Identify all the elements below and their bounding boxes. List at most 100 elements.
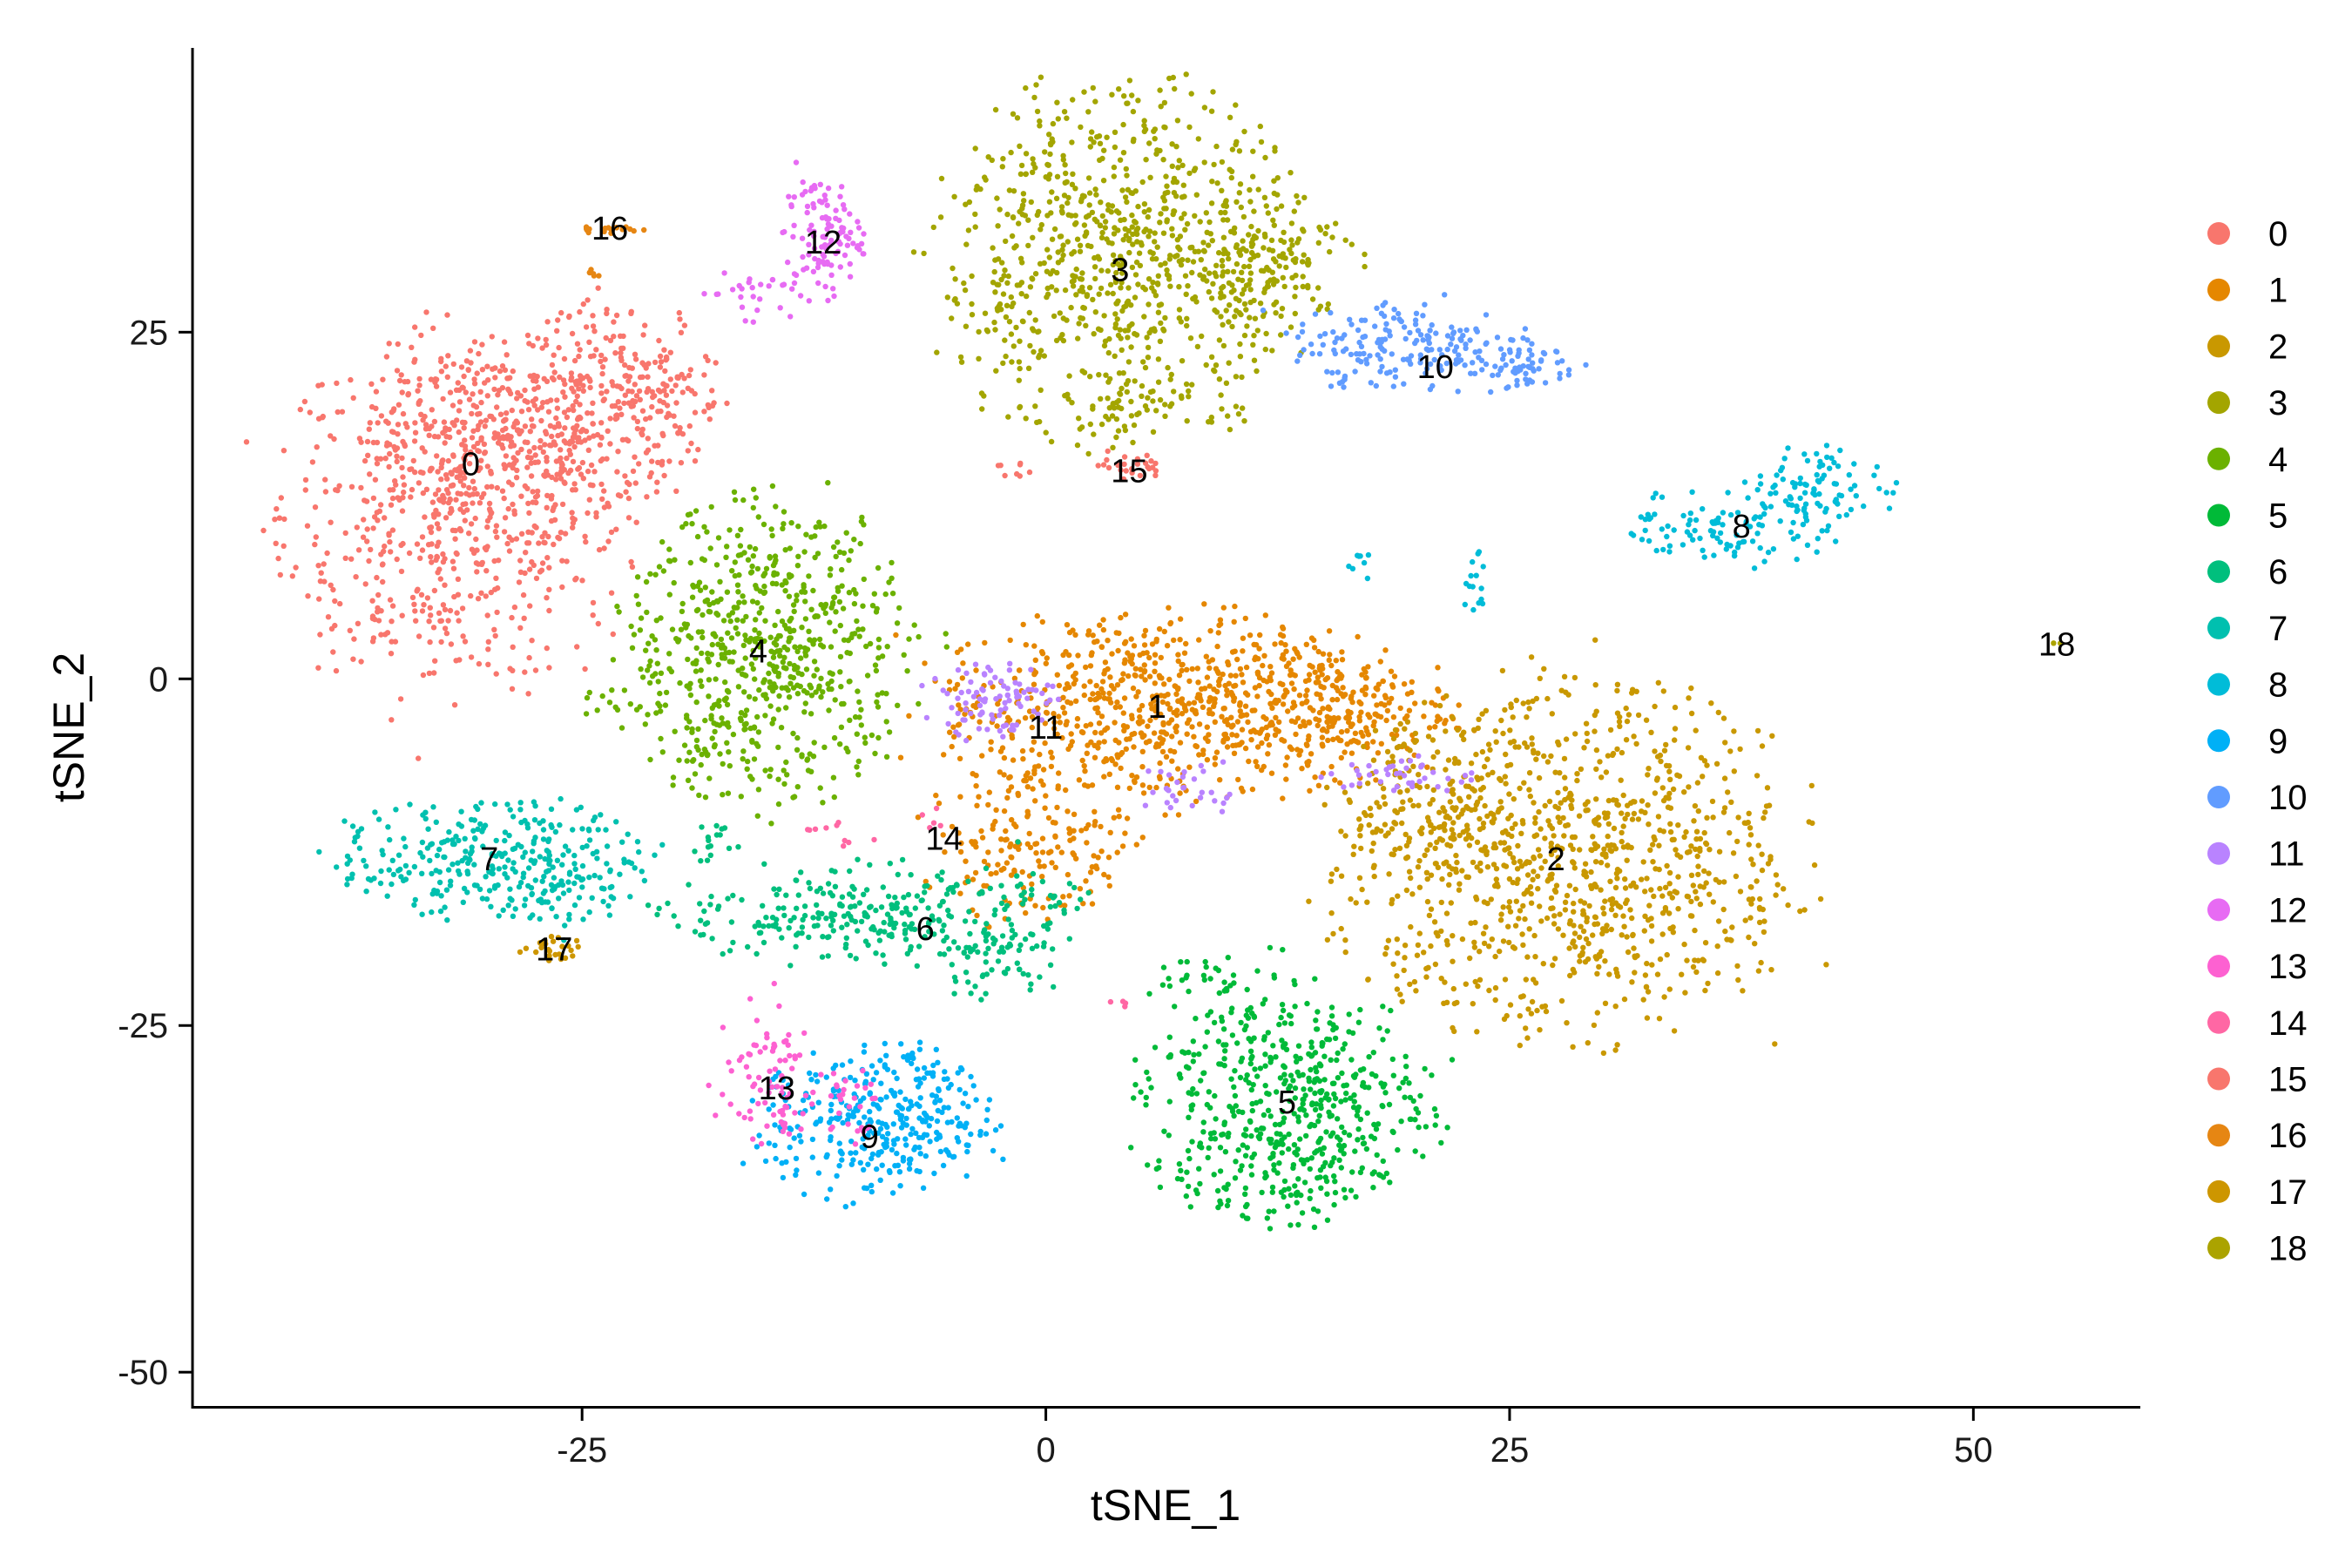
- data-point: [1484, 864, 1491, 870]
- data-point: [1314, 691, 1320, 697]
- data-point: [397, 696, 404, 702]
- data-point: [1000, 156, 1006, 162]
- data-point: [509, 407, 515, 414]
- data-point: [604, 307, 610, 313]
- data-point: [781, 767, 787, 774]
- data-point: [1548, 753, 1554, 760]
- data-point: [786, 694, 793, 700]
- data-point: [1644, 1015, 1651, 1021]
- data-point: [1565, 692, 1571, 698]
- data-point: [1320, 666, 1326, 672]
- data-point: [1395, 893, 1401, 899]
- data-point: [1266, 742, 1273, 748]
- data-point: [1627, 907, 1633, 913]
- data-point: [1315, 782, 1322, 788]
- data-point: [574, 644, 580, 650]
- data-point: [1112, 761, 1119, 767]
- data-point: [1643, 983, 1650, 990]
- data-point: [681, 742, 688, 748]
- data-point: [1134, 231, 1140, 237]
- data-point: [428, 612, 434, 618]
- data-point: [1123, 639, 1129, 645]
- data-point: [1673, 847, 1679, 853]
- data-point: [1125, 359, 1132, 365]
- data-point: [1435, 749, 1441, 755]
- data-point: [1214, 668, 1220, 674]
- data-point: [1385, 937, 1392, 943]
- data-point: [646, 679, 653, 686]
- data-point: [1125, 328, 1132, 334]
- data-point: [1045, 814, 1052, 821]
- data-point: [906, 636, 912, 642]
- data-point: [1088, 243, 1094, 250]
- data-point: [1129, 264, 1136, 271]
- data-point: [1607, 727, 1614, 733]
- data-point: [422, 422, 429, 428]
- data-point: [1240, 635, 1247, 641]
- data-point: [767, 685, 774, 691]
- data-point: [1194, 666, 1201, 672]
- data-point: [963, 201, 969, 207]
- data-point: [1239, 269, 1245, 275]
- data-point: [1137, 713, 1143, 720]
- data-point: [780, 659, 786, 666]
- data-point: [1142, 287, 1149, 293]
- data-point: [1001, 273, 1007, 279]
- data-point: [1674, 852, 1680, 858]
- data-point: [1098, 234, 1105, 241]
- data-point: [1147, 249, 1153, 255]
- data-point: [1571, 865, 1578, 871]
- data-point: [1247, 287, 1254, 293]
- data-point: [772, 622, 778, 628]
- data-point: [1823, 962, 1829, 968]
- data-point: [1179, 215, 1185, 221]
- data-point: [522, 387, 528, 394]
- data-point: [570, 402, 576, 409]
- data-point: [1455, 814, 1462, 821]
- data-point: [1219, 257, 1226, 264]
- data-point: [1169, 758, 1175, 764]
- data-point: [1487, 747, 1493, 753]
- data-point: [1297, 747, 1304, 754]
- data-point: [835, 539, 841, 545]
- data-point: [1412, 700, 1418, 706]
- data-point: [1112, 704, 1119, 711]
- data-point: [1430, 787, 1437, 794]
- data-point: [1282, 762, 1289, 768]
- data-point: [1602, 958, 1608, 964]
- data-point: [947, 729, 953, 735]
- data-point: [1092, 706, 1098, 712]
- data-point: [438, 355, 444, 362]
- data-point: [1101, 313, 1107, 319]
- data-point: [399, 455, 405, 462]
- data-point: [806, 573, 812, 579]
- data-point: [679, 431, 686, 437]
- data-point: [1238, 785, 1245, 792]
- data-point: [1126, 235, 1132, 242]
- data-point: [1432, 845, 1438, 851]
- data-point: [1231, 750, 1238, 756]
- data-point: [1032, 271, 1039, 277]
- data-point: [461, 425, 467, 431]
- data-point: [531, 372, 537, 379]
- data-point: [735, 589, 741, 595]
- data-point: [1125, 672, 1132, 679]
- data-point: [864, 672, 871, 679]
- data-point: [1570, 940, 1576, 946]
- data-point: [1117, 327, 1124, 333]
- data-point: [1145, 213, 1152, 220]
- data-point: [388, 502, 395, 508]
- data-point: [1278, 639, 1284, 646]
- data-point: [1179, 667, 1185, 673]
- data-point: [1070, 97, 1076, 103]
- data-point: [610, 657, 617, 663]
- data-point: [1186, 717, 1193, 723]
- data-point: [1533, 756, 1539, 762]
- data-point: [471, 485, 477, 492]
- data-point: [1386, 871, 1392, 877]
- data-point: [1196, 721, 1203, 727]
- data-point: [1048, 763, 1055, 770]
- data-point: [1497, 777, 1504, 783]
- data-point: [1256, 682, 1262, 689]
- data-point: [1233, 374, 1240, 380]
